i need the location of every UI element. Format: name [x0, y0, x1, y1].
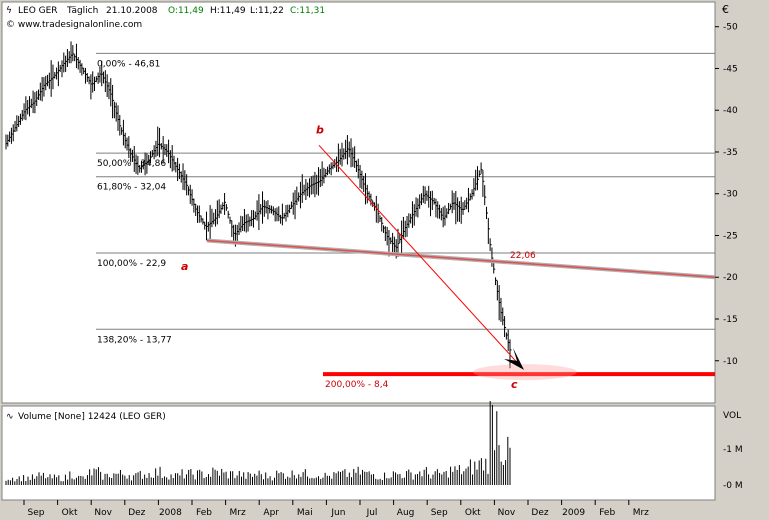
wave-label-c: c: [511, 378, 518, 391]
time-tick-label: Dez: [128, 508, 145, 518]
time-tick-label: Dez: [531, 508, 548, 518]
time-tick-label: 2008: [159, 508, 182, 518]
fib-level-label: 50,00% - 34,86: [97, 159, 166, 169]
wave-c-arrow-head: [504, 347, 524, 370]
price-tick-label: -45: [723, 64, 738, 74]
header-close: C:11,31: [290, 6, 325, 16]
time-axis: Sep Okt Nov Dez 2008 Feb Mrz Apr Mai Jun Jul Aug Sep…: [23, 500, 649, 518]
time-tick-label: Nov: [498, 508, 516, 518]
time-tick-label: Aug: [397, 508, 415, 518]
volume-tick-label: -0 M: [723, 481, 743, 491]
volume-title: Volume [None] 12424 (LEO GER): [18, 412, 166, 422]
price-tick-label: -35: [723, 148, 738, 158]
volume-bars: -1 M -0 M: [5, 401, 743, 491]
price-panel: [1, 1, 716, 404]
time-tick-label: Nov: [94, 508, 112, 518]
volume-tick-label: -1 M: [723, 445, 743, 455]
fib-level-label: 138,20% - 13,77: [97, 335, 172, 345]
price-tick-label: -30: [723, 190, 738, 200]
time-tick-label: Sep: [431, 508, 448, 518]
trendline-value-label: 22,06: [510, 251, 536, 261]
header-high: H:11,49: [210, 6, 246, 16]
annotations: 22,06 a b c: [181, 123, 716, 391]
currency-label: €: [722, 3, 729, 16]
time-tick-label: Jun: [330, 508, 345, 518]
price-tick-label: -50: [723, 23, 738, 33]
header-date: 21.10.2008: [106, 6, 158, 16]
wave-label-a: a: [181, 260, 188, 273]
time-tick-label: Mai: [297, 508, 313, 518]
time-tick-label: 2009: [562, 508, 585, 518]
fib-level-label: 61,80% - 32,04: [97, 183, 166, 193]
price-axis: -10 -15 -20 -25 -30 -35 -40 -45 -50: [715, 23, 738, 367]
fib-level-label: 0,00% - 46,81: [97, 59, 160, 69]
price-tick-label: -40: [723, 106, 738, 116]
volume-axis-label: VOL: [723, 411, 741, 421]
time-tick-label: Okt: [62, 508, 78, 518]
volume-wave-icon: ∿: [6, 412, 14, 422]
header-open: O:11,49: [168, 6, 204, 16]
price-tick-label: -15: [723, 315, 738, 325]
time-tick-label: Mrz: [633, 508, 649, 518]
chart-glyph-icon: ϟ: [6, 6, 12, 16]
price-tick-label: -10: [723, 357, 738, 367]
time-tick-label: Jul: [366, 508, 378, 518]
time-tick-label: Feb: [599, 508, 615, 518]
target-glow: [473, 364, 577, 381]
time-tick-label: Apr: [263, 508, 279, 518]
wave-c-arrow-line: [318, 144, 518, 363]
fib-level-label: 100,00% - 22,9: [97, 259, 166, 269]
trendline: [206, 239, 716, 278]
header-source: © www.tradesignalonline.com: [6, 20, 142, 30]
time-tick-label: Sep: [28, 508, 45, 518]
time-tick-label: Okt: [465, 508, 481, 518]
price-tick-label: -20: [723, 273, 738, 283]
price-tick-label: -25: [723, 231, 738, 241]
header-low: L:11,22: [250, 6, 284, 16]
time-tick-label: Feb: [196, 508, 212, 518]
time-tick-label: Mrz: [229, 508, 245, 518]
fib-level-label: 200,00% - 8,4: [325, 380, 389, 390]
wave-label-b: b: [316, 123, 324, 136]
header-symbol: LEO GER: [18, 6, 58, 16]
header-period: Täglich: [66, 6, 98, 16]
